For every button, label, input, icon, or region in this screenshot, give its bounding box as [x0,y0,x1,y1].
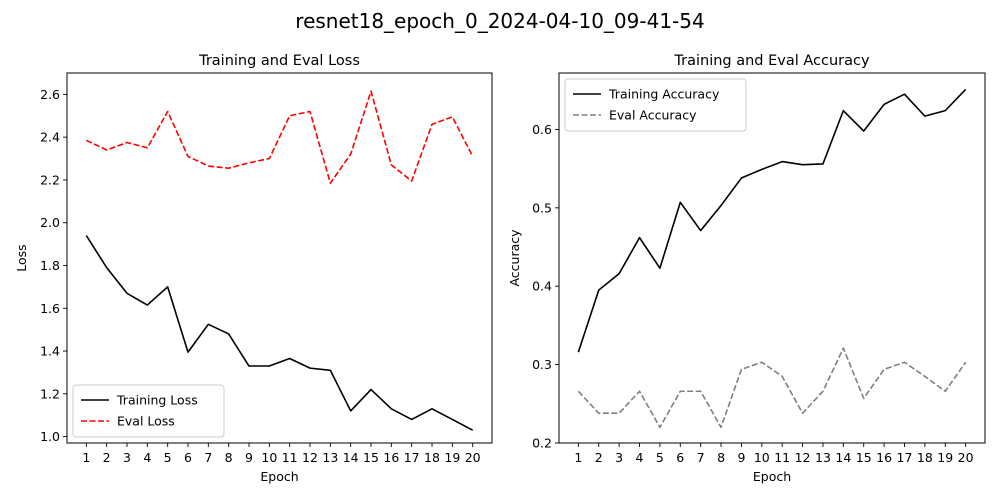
loss-x-tick-label: 16 [383,450,399,465]
accuracy-x-tick-label: 20 [958,450,974,465]
loss-x-tick-label: 5 [164,450,172,465]
accuracy-x-tick-label: 18 [917,450,933,465]
accuracy-plot-frame [558,72,986,444]
loss-x-tick-label: 19 [444,450,460,465]
accuracy-x-tick-label: 10 [754,450,770,465]
loss-series-line-training-loss [85,235,474,431]
accuracy-x-tick-label: 16 [876,450,892,465]
accuracy-x-tick-label: 9 [737,450,745,465]
loss-series-line-eval-loss [85,90,474,184]
loss-legend-label-eval-loss: Eval Loss [117,414,175,429]
loss-y-axis-label: Loss [14,244,29,271]
figure-title: resnet18_epoch_0_2024-04-10_09-41-54 [295,9,704,33]
loss-y-tick-label: 1.6 [40,301,60,316]
loss-x-tick-label: 8 [225,450,233,465]
accuracy-x-tick-label: 5 [656,450,664,465]
accuracy-y-tick-label: 0.6 [532,122,552,137]
accuracy-x-tick-label: 8 [717,450,725,465]
accuracy-y-axis-label: Accuracy [507,229,522,287]
accuracy-y-tick-label: 0.5 [532,200,552,215]
loss-legend-box [72,384,225,438]
loss-y-tick-label: 1.8 [40,258,60,273]
accuracy-x-tick-label: 14 [835,450,851,465]
loss-x-tick-label: 11 [282,450,298,465]
loss-x-tick-label: 1 [82,450,90,465]
accuracy-chart-title: Training and Eval Accuracy [673,53,870,69]
accuracy-y-tick-label: 0.3 [532,357,552,372]
accuracy-series-line-training-accuracy [577,88,967,353]
accuracy-x-tick-label: 13 [815,450,831,465]
loss-x-tick-label: 14 [343,450,359,465]
accuracy-series-line-eval-accuracy [577,347,967,429]
accuracy-x-tick-label: 15 [856,450,872,465]
loss-y-tick-label: 2.4 [40,130,60,145]
accuracy-x-tick-label: 3 [615,450,623,465]
accuracy-x-tick-label: 19 [937,450,953,465]
loss-x-tick-label: 10 [261,450,277,465]
loss-x-tick-label: 12 [302,450,318,465]
accuracy-legend-label-eval-accuracy: Eval Accuracy [609,108,697,123]
accuracy-x-tick-label: 2 [595,450,603,465]
loss-x-tick-label: 17 [404,450,420,465]
accuracy-x-tick-label: 6 [676,450,684,465]
accuracy-x-tick-label: 17 [897,450,913,465]
loss-x-tick-label: 2 [103,450,111,465]
loss-x-tick-label: 15 [363,450,379,465]
accuracy-x-axis-label: Epoch [753,469,791,484]
loss-x-tick-label: 20 [465,450,481,465]
loss-x-tick-label: 9 [245,450,253,465]
loss-y-tick-label: 1.2 [40,386,60,401]
loss-y-tick-label: 2.0 [40,215,60,230]
loss-plot-frame [66,72,493,444]
loss-x-tick-label: 7 [204,450,212,465]
accuracy-legend: Training Accuracy Eval Accuracy [564,78,747,132]
loss-y-tick-label: 1.0 [40,429,60,444]
loss-legend-label-training-loss: Training Loss [116,393,198,408]
accuracy-x-tick-label: 4 [636,450,644,465]
accuracy-legend-box [564,78,747,132]
accuracy-x-tick-label: 12 [795,450,811,465]
loss-legend: Training Loss Eval Loss [72,384,225,438]
loss-x-axis-label: Epoch [260,469,298,484]
loss-chart-title: Training and Eval Loss [198,53,360,69]
loss-x-tick-label: 13 [322,450,338,465]
loss-y-tick-label: 2.6 [40,87,60,102]
accuracy-y-tick-label: 0.2 [532,436,552,451]
accuracy-y-tick-label: 0.4 [532,279,552,294]
loss-x-tick-label: 3 [123,450,131,465]
accuracy-x-tick-label: 1 [574,450,582,465]
accuracy-x-tick-label: 11 [774,450,790,465]
loss-x-tick-label: 18 [424,450,440,465]
loss-x-tick-label: 4 [143,450,151,465]
loss-x-tick-label: 6 [184,450,192,465]
loss-y-tick-label: 2.2 [40,172,60,187]
accuracy-x-tick-label: 7 [697,450,705,465]
accuracy-legend-label-training-accuracy: Training Accuracy [608,87,720,102]
loss-y-tick-label: 1.4 [40,344,60,359]
